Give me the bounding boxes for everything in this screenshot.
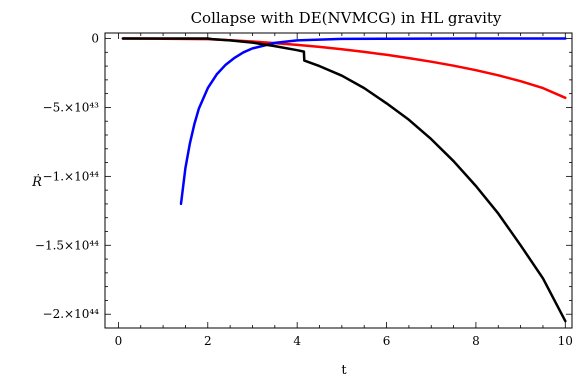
chart-title: Collapse with DE(NVMCG) in HL gravity (191, 9, 502, 27)
y-tick-label-4: −2.×10⁴⁴ (43, 307, 100, 321)
series-layer (121, 37, 567, 323)
y-tick-label-1: −5.×10⁴³ (43, 100, 100, 114)
axis-ticks: 0 2 4 6 8 10 0 −5.×10⁴³ −1.×10⁴⁴ −1.5×10⁴⁴ −2.×10⁴… (35, 32, 573, 348)
x-tick-label-1: 2 (204, 334, 212, 348)
plot-frame (104, 32, 573, 329)
x-tick-label-4: 8 (472, 334, 480, 348)
series-line-0 (121, 37, 567, 100)
series-line-1 (179, 37, 567, 206)
x-axis-label: t (341, 363, 347, 378)
x-tick-label-0: 0 (115, 334, 123, 348)
y-tick-label-2: −1.×10⁴⁴ (43, 169, 100, 183)
x-tick-label-5: 10 (558, 334, 573, 348)
x-tick-label-3: 6 (383, 334, 391, 348)
y-tick-label-0: 0 (91, 32, 99, 46)
y-axis-label: Ṙ (31, 173, 42, 190)
x-tick-label-2: 4 (293, 334, 301, 348)
y-tick-label-3: −1.5×10⁴⁴ (35, 238, 99, 252)
series-line-2 (121, 37, 567, 323)
